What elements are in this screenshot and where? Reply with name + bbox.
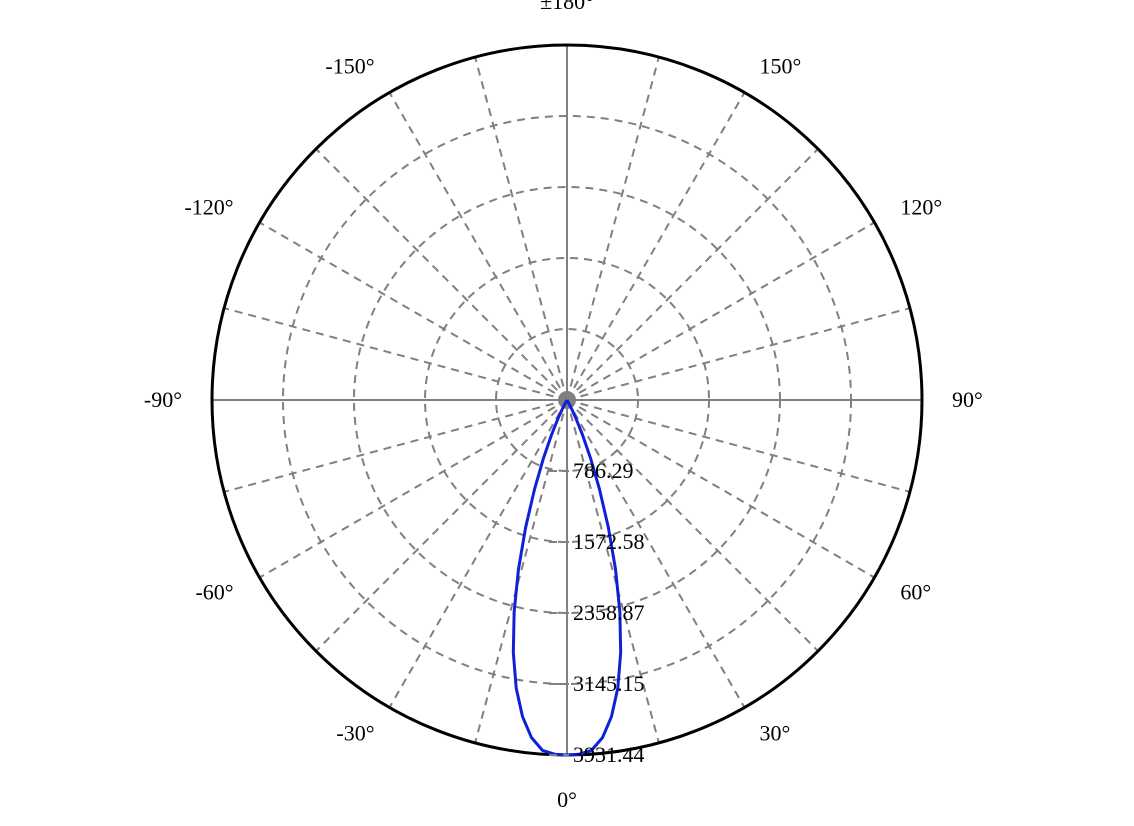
radial-tick-label: 1572.58	[573, 529, 645, 554]
radial-tick-label: 786.29	[573, 458, 634, 483]
angle-label: -90°	[144, 387, 182, 412]
angle-label: 0°	[557, 787, 577, 812]
radial-tick-label: 3145.15	[573, 671, 645, 696]
polar-chart: 786.29 1572.58 2358.87 3145.15 3931.44 0° 30° 6…	[0, 0, 1134, 826]
angle-label: 150°	[760, 54, 802, 79]
angle-label: -150°	[325, 54, 374, 79]
radial-tick-label: 3931.44	[573, 742, 645, 767]
angle-label: -60°	[195, 580, 233, 605]
radial-tick-label: 2358.87	[573, 600, 645, 625]
angle-label: 120°	[900, 195, 942, 220]
angle-label: 90°	[952, 387, 983, 412]
angle-label: -30°	[336, 720, 374, 745]
angle-label: 60°	[900, 580, 931, 605]
angle-label: 30°	[760, 720, 791, 745]
angle-label: ±180°	[540, 0, 594, 14]
angle-label: -120°	[184, 195, 233, 220]
